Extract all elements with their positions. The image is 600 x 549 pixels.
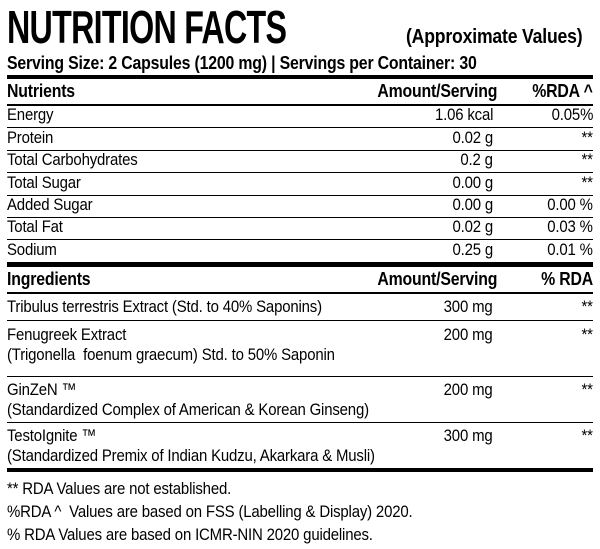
nutrient-amount: 0.2 g xyxy=(460,150,494,170)
footnote-fss: %RDA ^ Values are based on FSS (Labellin… xyxy=(7,501,413,521)
title-note-text: (Approximate Values) xyxy=(405,26,583,48)
amount-col-header: Amount/Serving xyxy=(377,268,498,289)
section-divider-ingredients xyxy=(7,262,593,267)
footnote-icmr: % RDA Values are based on ICMR-NIN 2020 … xyxy=(7,524,373,544)
ingredient-rda: ** xyxy=(581,425,593,445)
nutrient-label: Energy xyxy=(7,105,54,125)
nutrient-label: Total Carbohydrates xyxy=(7,150,138,170)
title-note: (Approximate Values) xyxy=(406,26,600,49)
page-title-text: NUTRITION FACTS xyxy=(7,1,287,53)
nutrients-col-header: Nutrients xyxy=(7,81,75,101)
ingredient-rda: ** xyxy=(581,379,593,399)
ingredient-amount: 300 mg xyxy=(444,425,493,445)
ingredient-label: GinZeN ™ xyxy=(7,379,77,399)
nutrient-rda: ** xyxy=(581,150,593,170)
nutrient-label: Added Sugar xyxy=(7,194,93,214)
nutrient-label: Total Fat xyxy=(7,217,63,237)
table-row-total-carbohydrates: Total Carbohydrates 0.2 g ** xyxy=(7,150,593,174)
serving-info: Serving Size: 2 Capsules (1200 mg) | Ser… xyxy=(7,51,593,75)
serving-info-text: Serving Size: 2 Capsules (1200 mg) | Ser… xyxy=(7,53,477,73)
nutrient-label: Total Sugar xyxy=(7,172,81,192)
rda-col-header: %RDA ^ xyxy=(532,81,594,101)
nutrient-amount: 0.25 g xyxy=(452,239,493,259)
nutrient-rda: ** xyxy=(581,172,593,192)
nutrient-amount: 1.06 kcal xyxy=(434,105,493,125)
ingredient-sublabel: (Standardized Premix of Indian Kudzu, Ak… xyxy=(7,445,375,465)
ingredient-rda: ** xyxy=(581,296,593,316)
rda-col-header: % RDA xyxy=(541,268,593,289)
section-divider-top xyxy=(7,75,593,79)
nutrient-label: Protein xyxy=(7,127,54,147)
nutrient-amount: 0.02 g xyxy=(452,217,493,237)
nutrient-rda: 0.05% xyxy=(551,105,593,125)
page-title: NUTRITION FACTS xyxy=(7,4,406,50)
label-header: NUTRITION FACTS (Approximate Values) xyxy=(7,4,593,50)
table-row-protein: Protein 0.02 g ** xyxy=(7,127,593,151)
table-row-energy: Energy 1.06 kcal 0.05% xyxy=(7,105,593,129)
nutrient-amount: 0.02 g xyxy=(452,127,493,147)
nutrient-rda: ** xyxy=(581,127,593,147)
ingredient-label: Fenugreek Extract xyxy=(7,324,127,344)
nutrient-label: Sodium xyxy=(7,239,57,259)
table-row-fenugreek: Fenugreek Extract 200 mg ** (Trigonella … xyxy=(7,321,593,377)
table-row-total-sugar: Total Sugar 0.00 g ** xyxy=(7,172,593,196)
table-row-added-sugar: Added Sugar 0.00 g 0.00 % xyxy=(7,194,593,218)
ingredients-col-header: Ingredients xyxy=(7,268,91,289)
ingredients-table-header: Ingredients Amount/Serving % RDA xyxy=(7,267,593,294)
ingredient-amount: 200 mg xyxy=(444,324,493,344)
nutrient-rda: 0.01 % xyxy=(547,239,593,259)
ingredient-label: TestoIgnite ™ xyxy=(7,425,97,445)
section-divider-footnotes xyxy=(7,467,593,472)
ingredient-sublabel: (Trigonella foenum graecum) Std. to 50% … xyxy=(7,344,335,364)
nutrients-table-header: Nutrients Amount/Serving %RDA ^ xyxy=(7,79,593,106)
amount-col-header: Amount/Serving xyxy=(377,81,498,101)
nutrient-rda: 0.03 % xyxy=(547,217,593,237)
ingredient-label: Tribulus terrestris Extract (Std. to 40%… xyxy=(7,296,322,316)
table-row-ginzen: GinZeN ™ 200 mg ** (Standardized Complex… xyxy=(7,377,593,423)
table-row-testoignite: TestoIgnite ™ 300 mg ** (Standardized Pr… xyxy=(7,423,593,468)
footnotes: ** RDA Values are not established. %RDA … xyxy=(7,472,593,546)
ingredient-amount: 200 mg xyxy=(444,379,493,399)
nutrient-amount: 0.00 g xyxy=(452,172,493,192)
ingredient-sublabel: (Standardized Complex of American & Kore… xyxy=(7,399,369,419)
table-row-tribulus: Tribulus terrestris Extract (Std. to 40%… xyxy=(7,294,593,321)
table-row-sodium: Sodium 0.25 g 0.01 % xyxy=(7,239,593,263)
footnote-rda-not-established: ** RDA Values are not established. xyxy=(7,478,232,498)
ingredient-rda: ** xyxy=(581,324,593,344)
table-row-total-fat: Total Fat 0.02 g 0.03 % xyxy=(7,217,593,241)
nutrient-rda: 0.00 % xyxy=(547,194,593,214)
nutrient-amount: 0.00 g xyxy=(452,194,493,214)
ingredient-amount: 300 mg xyxy=(444,296,493,316)
